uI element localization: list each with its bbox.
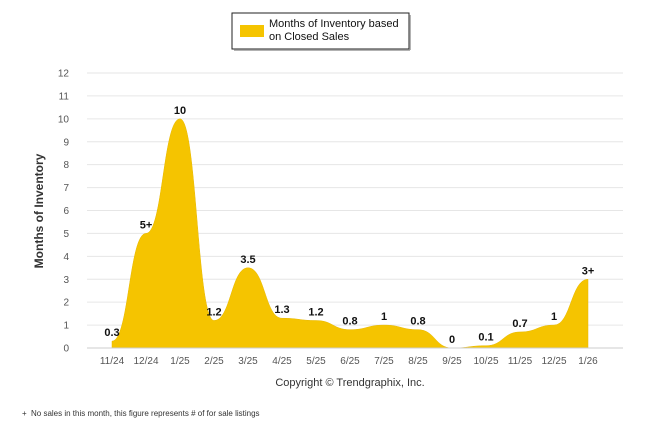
x-tick-label: 1/25 — [170, 356, 190, 367]
data-label: 10 — [174, 105, 186, 117]
y-tick-label: 12 — [58, 69, 70, 80]
y-tick-label: 8 — [63, 160, 69, 171]
x-tick-label: 10/25 — [473, 356, 498, 367]
y-tick-label: 0 — [63, 344, 69, 355]
data-label: 1.2 — [308, 307, 323, 319]
x-tick-label: 2/25 — [204, 356, 224, 367]
x-tick-label: 6/25 — [340, 356, 360, 367]
data-label: 1.3 — [274, 304, 289, 316]
x-tick-label: 1/26 — [578, 356, 598, 367]
data-label: 3.5 — [240, 254, 255, 266]
x-tick-label: 11/25 — [508, 356, 533, 367]
data-label: 0.7 — [512, 318, 527, 330]
data-label: 0.1 — [478, 332, 493, 344]
x-tick-label: 5/25 — [306, 356, 326, 367]
legend: Months of Inventory based on Closed Sale… — [231, 12, 411, 51]
legend-label-line2: on Closed Sales — [269, 31, 350, 43]
x-tick-label: 3/25 — [238, 356, 258, 367]
y-tick-label: 5 — [63, 229, 69, 240]
footnote-marker: + — [22, 409, 27, 418]
x-tick-label: 9/25 — [442, 356, 462, 367]
x-tick-label: 7/25 — [374, 356, 394, 367]
data-label: 3+ — [582, 265, 595, 277]
legend-label-line1: Months of Inventory based — [269, 18, 399, 30]
data-label: 0.3 — [104, 327, 119, 339]
y-tick-label: 3 — [63, 275, 69, 286]
y-tick-label: 9 — [63, 137, 69, 148]
data-label: 1 — [551, 311, 557, 323]
data-labels: 0.3 5+ 10 1.2 3.5 1.3 1.2 0.8 1 0.8 0 0.1 0.7 1 3+ — [104, 105, 594, 346]
y-tick-label: 11 — [59, 91, 70, 102]
y-tick-label: 2 — [63, 298, 69, 309]
footnote: + No sales in this month, this figure re… — [22, 409, 260, 418]
data-label: 1.2 — [206, 307, 221, 319]
x-tick-label: 11/24 — [100, 356, 125, 367]
copyright-text: Copyright © Trendgraphix, Inc. — [275, 377, 424, 389]
y-tick-label: 4 — [63, 252, 69, 263]
data-label: 0.8 — [410, 316, 425, 328]
x-tick-label: 12/25 — [541, 356, 566, 367]
x-tick-label: 12/24 — [133, 356, 158, 367]
legend-swatch — [240, 25, 264, 37]
y-tick-label: 10 — [58, 114, 70, 125]
data-label: 0.8 — [342, 316, 357, 328]
y-tick-label: 1 — [63, 321, 69, 332]
data-label: 1 — [381, 311, 387, 323]
x-axis-ticks: 11/24 12/24 1/25 2/25 3/25 4/25 5/25 6/25 7/25 8/… — [100, 356, 598, 367]
data-label: 0 — [449, 334, 455, 346]
x-tick-label: 4/25 — [272, 356, 292, 367]
y-axis-label: Months of Inventory — [32, 153, 46, 268]
area-series — [111, 118, 589, 349]
data-label: 5+ — [140, 219, 153, 231]
y-tick-label: 6 — [63, 206, 69, 217]
x-tick-label: 8/25 — [408, 356, 428, 367]
y-tick-label: 7 — [63, 183, 69, 194]
footnote-text: No sales in this month, this figure repr… — [31, 409, 260, 418]
